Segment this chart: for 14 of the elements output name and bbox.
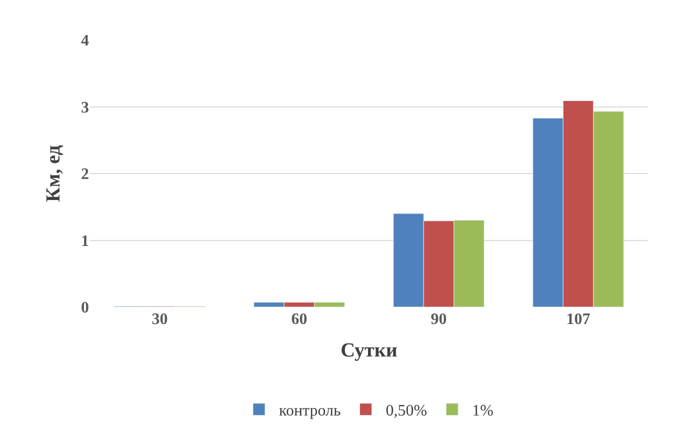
x-tick-label: 30	[152, 311, 168, 328]
y-tick-label: 3	[81, 99, 89, 116]
legend-label: контроль	[279, 402, 341, 420]
y-tick-label: 4	[81, 32, 89, 50]
y-tick-label: 0	[81, 300, 89, 317]
x-tick-label: 90	[430, 311, 447, 328]
legend-label: 1%	[472, 402, 494, 420]
x-tick-label: 60	[291, 311, 308, 328]
x-axis-title: Сутки	[340, 340, 398, 362]
y-axis-title: Км, ед	[42, 145, 64, 202]
y-tick-label: 2	[81, 166, 89, 184]
y-tick-label: 1	[81, 232, 89, 250]
legend-label: 0,50%	[386, 402, 428, 420]
x-tick-label: 107	[566, 311, 590, 328]
